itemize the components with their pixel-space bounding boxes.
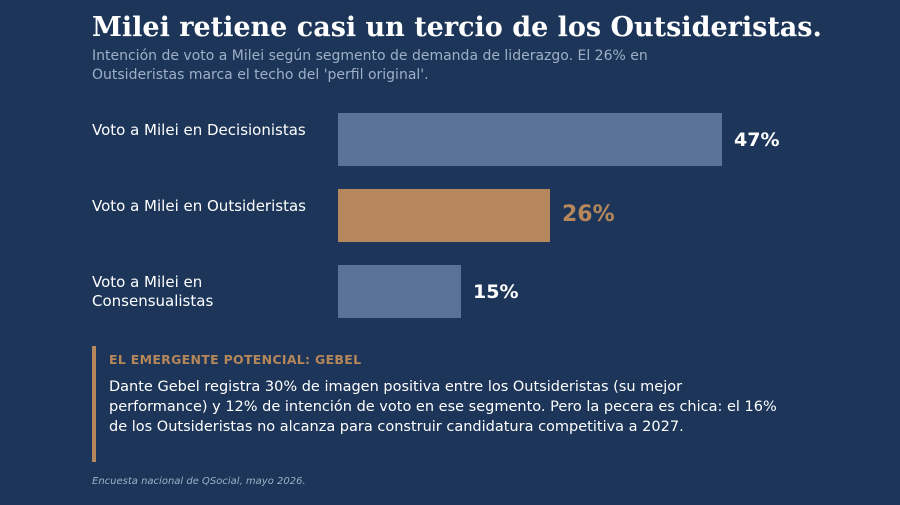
source-note: Encuesta nacional de QSocial, mayo 2026.: [92, 476, 306, 487]
callout-box: EL EMERGENTE POTENCIAL: GEBEL Dante Gebe…: [92, 346, 792, 462]
chart-title: Milei retiene casi un tercio de los Outs…: [92, 12, 822, 43]
value-label: 15%: [473, 281, 519, 303]
value-label: 47%: [734, 129, 780, 151]
bar-chart: Voto a Milei en Decisionistas 47% Voto a M…: [0, 105, 900, 330]
bar: [338, 113, 722, 166]
category-label: Voto a Milei en Outsideristas: [92, 197, 306, 215]
chart-subtitle: Intención de voto a Milei según segmento…: [92, 48, 648, 83]
callout-body: Dante Gebel registra 30% de imagen posit…: [109, 379, 777, 435]
value-label: 26%: [562, 202, 615, 227]
bar: [338, 189, 550, 242]
category-label: Voto a Milei en Consensualistas: [92, 273, 214, 310]
callout-title: EL EMERGENTE POTENCIAL: GEBEL: [109, 352, 362, 367]
bar: [338, 265, 461, 318]
category-label: Voto a Milei en Decisionistas: [92, 121, 306, 139]
